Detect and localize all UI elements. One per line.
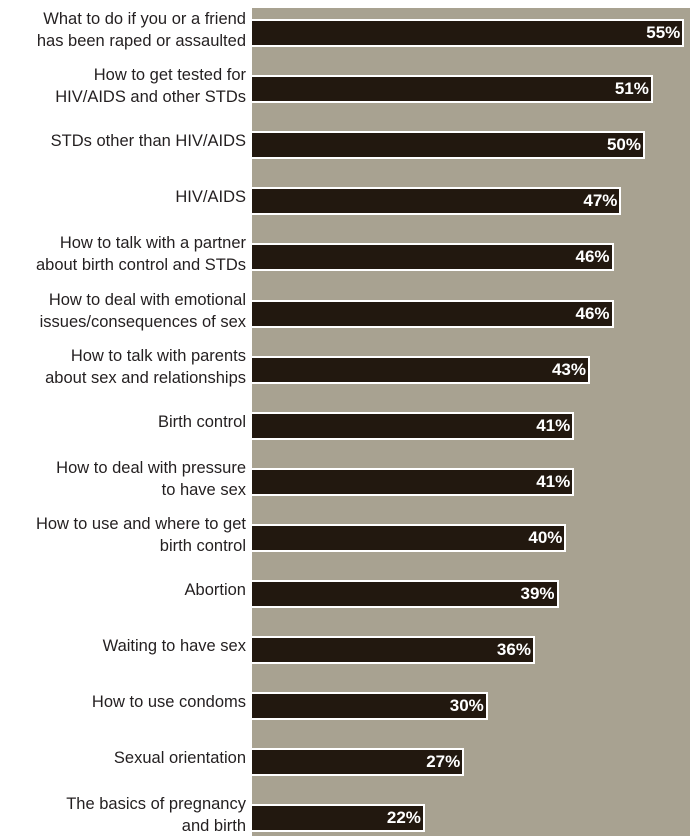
bar: 51%: [252, 75, 653, 104]
bar: 30%: [252, 692, 488, 721]
bar-value-label: 27%: [426, 752, 461, 772]
bar-value-label: 43%: [551, 359, 586, 379]
bar: 55%: [252, 19, 685, 47]
bar-value-label: 36%: [496, 640, 531, 660]
bar: 27%: [252, 748, 465, 777]
bar-value-label: 40%: [528, 527, 563, 547]
bar-value-label: 22%: [386, 808, 421, 828]
category-label: What to do if you or a friend has been r…: [36, 10, 246, 50]
category-label: STDs other than HIV/AIDS: [50, 132, 246, 151]
category-label: How to talk with a partner about birth c…: [35, 234, 246, 275]
bar: 39%: [252, 580, 559, 608]
bar: 36%: [252, 636, 535, 665]
category-label: How to get tested for HIV/AIDS and other…: [55, 66, 246, 107]
bar: 41%: [252, 467, 575, 496]
bar-value-label: 51%: [614, 79, 649, 99]
category-label: Birth control: [157, 412, 246, 431]
category-label: How to talk with parents about sex and r…: [45, 346, 246, 387]
bar-value-label: 46%: [575, 247, 610, 267]
category-label: How to deal with pressure to have sex: [56, 458, 246, 499]
bar-value-label: 39%: [520, 584, 555, 603]
bar: 46%: [252, 299, 614, 328]
bar-value-label: 46%: [575, 303, 610, 323]
bar: 47%: [252, 187, 622, 216]
bar: 50%: [252, 131, 645, 160]
bar: 40%: [252, 523, 567, 552]
category-label: Waiting to have sex: [102, 637, 246, 656]
category-label: HIV/AIDS: [175, 188, 246, 207]
category-label: Abortion: [184, 581, 246, 599]
bar-value-label: 41%: [536, 415, 571, 435]
bar: 46%: [252, 243, 614, 272]
category-label: How to use condoms: [91, 693, 246, 712]
bar-value-label: 50%: [606, 135, 641, 155]
bar-value-label: 41%: [536, 471, 571, 491]
category-label: How to use and where to get birth contro…: [35, 514, 246, 555]
bar-value-label: 55%: [646, 23, 681, 42]
category-label: How to deal with emotional issues/conseq…: [39, 290, 246, 331]
bar: 41%: [252, 411, 575, 440]
bar: 22%: [252, 804, 425, 833]
bar: 43%: [252, 355, 590, 384]
bar-value-label: 47%: [583, 191, 618, 211]
category-label: The basics of pregnancy and birth: [66, 795, 246, 836]
bar-value-label: 30%: [449, 696, 484, 716]
category-label: Sexual orientation: [113, 749, 246, 768]
